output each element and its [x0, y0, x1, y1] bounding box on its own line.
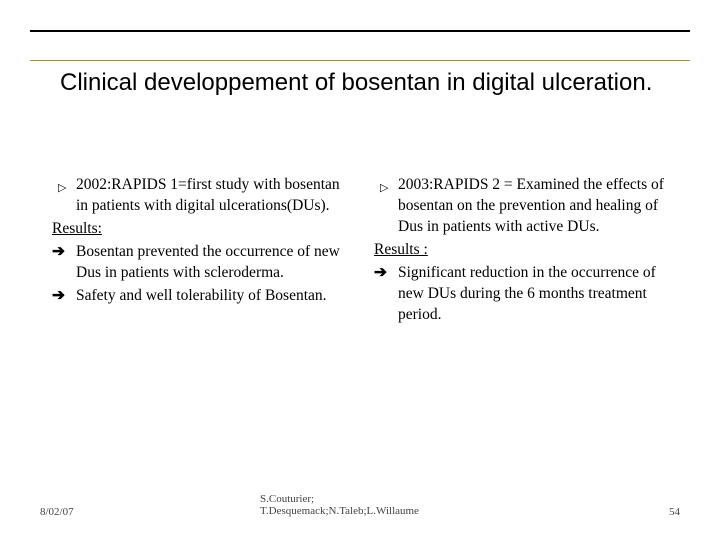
arrow-item: ➔ Bosentan prevented the occurrence of n… [52, 242, 346, 284]
hollow-triangle-icon: ▷ [374, 175, 398, 238]
bullet-text: 2002:RAPIDS 1=first study with bosentan … [76, 175, 346, 217]
bullet-text: 2003:RAPIDS 2 = Examined the effects of … [398, 175, 668, 238]
footer-date: 8/02/07 [40, 506, 200, 518]
authors-line: S.Couturier; [260, 493, 640, 506]
arrow-text: Significant reduction in the occurrence … [398, 263, 668, 326]
footer: 8/02/07 S.Couturier; T.Desquemack;N.Tale… [40, 493, 680, 518]
right-column: ▷ 2003:RAPIDS 2 = Examined the effects o… [374, 175, 668, 327]
slide: Clinical developpement of bosentan in di… [0, 0, 720, 540]
hollow-triangle-icon: ▷ [52, 175, 76, 217]
arrow-icon: ➔ [374, 263, 398, 326]
arrow-item: ➔ Safety and well tolerability of Bosent… [52, 286, 346, 307]
arrow-text: Bosentan prevented the occurrence of new… [76, 242, 346, 284]
arrow-icon: ➔ [52, 286, 76, 307]
footer-authors: S.Couturier; T.Desquemack;N.Taleb;L.Will… [200, 493, 640, 518]
results-label: Results : [374, 240, 668, 261]
top-rule [30, 30, 690, 32]
authors-line: T.Desquemack;N.Taleb;L.Willaume [260, 505, 640, 518]
page-number: 54 [640, 506, 680, 518]
arrow-icon: ➔ [52, 242, 76, 284]
arrow-item: ➔ Significant reduction in the occurrenc… [374, 263, 668, 326]
bullet-item: ▷ 2002:RAPIDS 1=first study with bosenta… [52, 175, 346, 217]
slide-title: Clinical developpement of bosentan in di… [60, 68, 660, 98]
results-label: Results: [52, 219, 346, 240]
left-column: ▷ 2002:RAPIDS 1=first study with bosenta… [52, 175, 346, 327]
content-columns: ▷ 2002:RAPIDS 1=first study with bosenta… [52, 175, 668, 327]
accent-rule [30, 60, 690, 61]
arrow-text: Safety and well tolerability of Bosentan… [76, 286, 346, 307]
bullet-item: ▷ 2003:RAPIDS 2 = Examined the effects o… [374, 175, 668, 238]
